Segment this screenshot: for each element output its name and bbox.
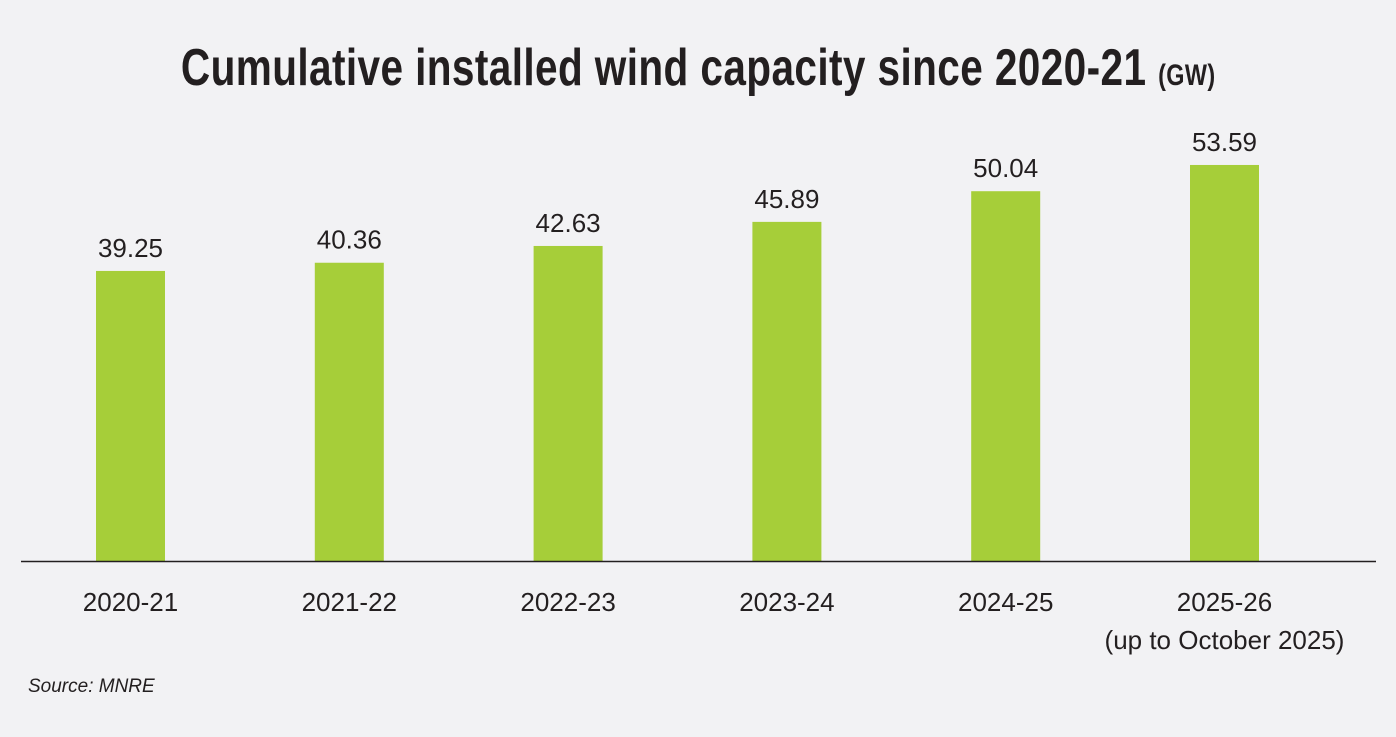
x-tick-label: 2022-23 (520, 587, 615, 617)
bar (1190, 164, 1259, 561)
source-note: Source: MNRE (28, 676, 155, 697)
data-label: 39.25 (98, 233, 163, 263)
chart-title-unit: (GW) (1157, 59, 1216, 92)
chart-title-text: Cumulative installed wind capacity since… (180, 39, 1147, 97)
data-label: 42.63 (536, 208, 601, 238)
x-tick-note: (up to October 2025) (1105, 625, 1345, 655)
x-tick-label: 2020-21 (83, 587, 178, 617)
bar (96, 270, 165, 561)
chart-title: Cumulative installed wind capacity since… (0, 38, 1396, 98)
bar (752, 221, 822, 561)
bar (314, 262, 384, 561)
data-label: 40.36 (317, 225, 382, 255)
x-tick-label: 2025-26 (1177, 587, 1272, 617)
bar (971, 191, 1041, 561)
x-tick-label: 2021-22 (302, 587, 397, 617)
data-label: 45.89 (754, 184, 819, 214)
data-label: 53.59 (1192, 127, 1257, 157)
data-label: 50.04 (973, 153, 1038, 183)
x-tick-label: 2024-25 (958, 587, 1053, 617)
x-tick-label: 2023-24 (739, 587, 834, 617)
bar (533, 245, 603, 561)
